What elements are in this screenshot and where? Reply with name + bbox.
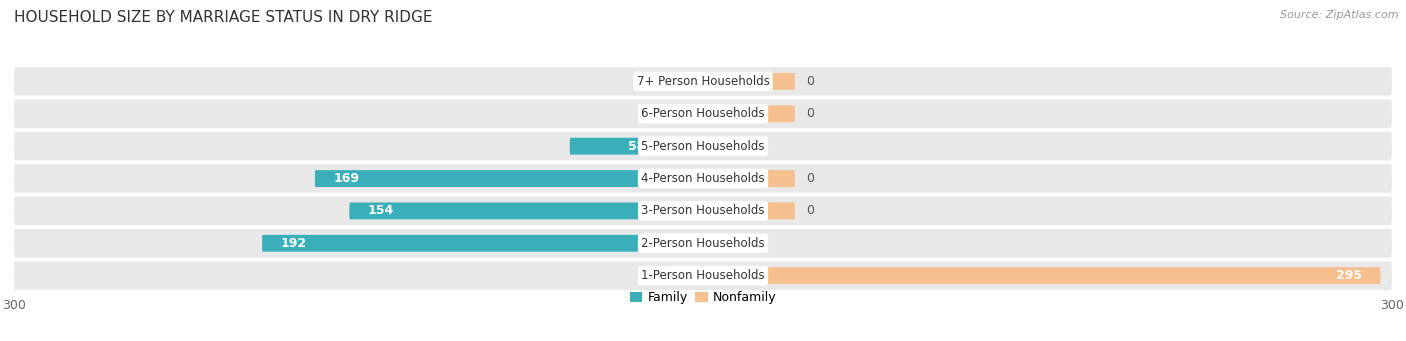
Text: 5-Person Households: 5-Person Households [641,140,765,153]
Text: 0: 0 [807,172,814,185]
FancyBboxPatch shape [262,235,703,252]
FancyBboxPatch shape [703,235,733,252]
FancyBboxPatch shape [14,132,1392,160]
Text: 0: 0 [807,107,814,120]
Text: 3-Person Households: 3-Person Households [641,204,765,218]
Text: 9: 9 [664,107,671,120]
Text: 169: 169 [333,172,360,185]
Text: 10: 10 [738,140,754,153]
FancyBboxPatch shape [14,67,1392,96]
Text: 2-Person Households: 2-Person Households [641,237,765,250]
Text: 7+ Person Households: 7+ Person Households [637,75,769,88]
FancyBboxPatch shape [315,170,703,187]
FancyBboxPatch shape [14,100,1392,128]
Text: 0: 0 [807,204,814,218]
Text: 154: 154 [368,204,394,218]
Text: 0: 0 [683,75,692,88]
FancyBboxPatch shape [703,170,794,187]
FancyBboxPatch shape [682,105,703,122]
Text: 0: 0 [807,75,814,88]
FancyBboxPatch shape [703,203,794,219]
FancyBboxPatch shape [703,138,725,154]
FancyBboxPatch shape [703,73,794,90]
Text: 1-Person Households: 1-Person Households [641,269,765,282]
Text: 295: 295 [1336,269,1362,282]
FancyBboxPatch shape [349,203,703,219]
FancyBboxPatch shape [14,197,1392,225]
FancyBboxPatch shape [14,262,1392,290]
Text: 6-Person Households: 6-Person Households [641,107,765,120]
Text: 0: 0 [683,269,692,282]
Text: 192: 192 [280,237,307,250]
Text: Source: ZipAtlas.com: Source: ZipAtlas.com [1281,10,1399,20]
Text: HOUSEHOLD SIZE BY MARRIAGE STATUS IN DRY RIDGE: HOUSEHOLD SIZE BY MARRIAGE STATUS IN DRY… [14,10,433,25]
FancyBboxPatch shape [14,229,1392,257]
Text: 4-Person Households: 4-Person Households [641,172,765,185]
FancyBboxPatch shape [14,164,1392,193]
Legend: Family, Nonfamily: Family, Nonfamily [624,286,782,309]
FancyBboxPatch shape [569,138,703,154]
Text: 58: 58 [627,140,645,153]
FancyBboxPatch shape [703,105,794,122]
Text: 13: 13 [744,237,761,250]
FancyBboxPatch shape [703,267,1381,284]
